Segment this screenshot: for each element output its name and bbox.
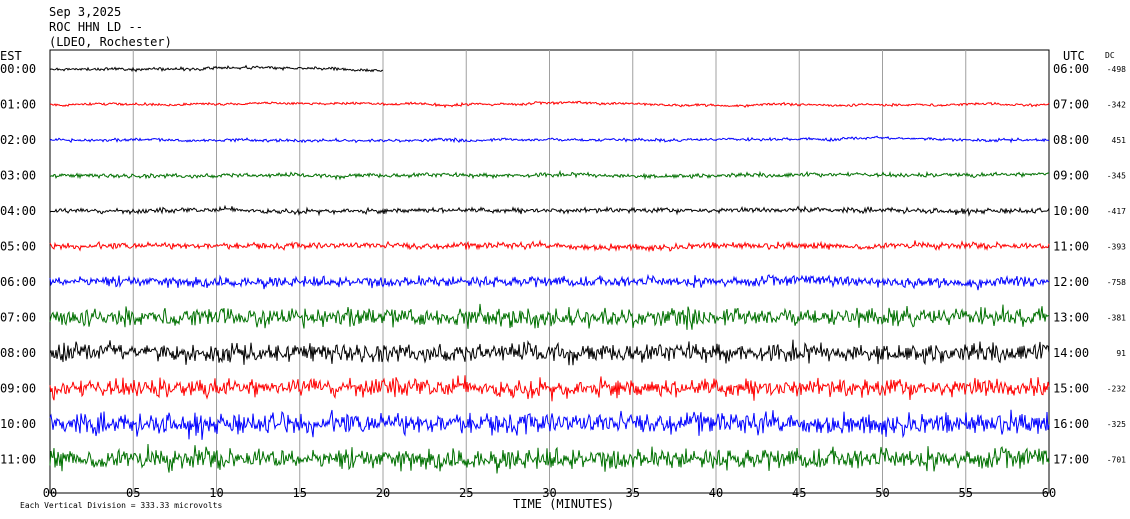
utc-hour-label: 07:00 [1053,98,1089,112]
est-hour-label: 01:00 [0,98,36,112]
dc-offset-label: -758 [1107,278,1126,287]
est-hour-label: 11:00 [0,453,36,467]
dc-offset-label: -345 [1107,172,1126,181]
trace-line-0400 [49,204,1050,217]
utc-hour-label: 13:00 [1053,311,1089,325]
est-hour-label: 06:00 [0,275,36,289]
est-hour-label: 03:00 [0,169,36,183]
header-station: ROC HHN LD -- [49,20,143,34]
utc-hour-label: 09:00 [1053,169,1089,183]
x-axis-label: TIME (MINUTES) [513,497,614,511]
trace-line-0600 [49,273,1050,291]
est-hour-label: 04:00 [0,204,36,218]
trace-line-1100 [49,443,1050,474]
x-tick-label: 15 [293,486,307,500]
utc-hour-label: 12:00 [1053,275,1089,289]
x-tick-label: 50 [875,486,889,500]
dc-offset-label: -342 [1107,101,1126,110]
row-labels: 00:00 06:00 -498 01:00 07:00 -342 02:00 08:00 45… [0,62,1126,467]
x-tick-label: 40 [709,486,723,500]
x-tick-label: 35 [626,486,640,500]
trace-line-0800 [49,339,1050,366]
left-timezone-label: EST [0,49,22,63]
x-tick-labels: 00 05 10 15 20 25 30 35 40 45 50 55 60 [43,486,1056,500]
est-hour-label: 02:00 [0,133,36,147]
trace-group [49,64,1050,474]
dc-offset-label: -417 [1107,207,1126,216]
utc-hour-label: 11:00 [1053,240,1089,254]
trace-line-0500 [49,239,1050,253]
trace-line-0100 [49,100,1050,109]
right-timezone-label: UTC [1063,49,1085,63]
trace-line-0700 [49,303,1050,330]
dc-offset-label: -701 [1107,456,1126,465]
x-tick-label: 55 [959,486,973,500]
x-tick-label: 05 [126,486,140,500]
est-hour-label: 05:00 [0,240,36,254]
utc-hour-label: 17:00 [1053,453,1089,467]
dc-offset-label: -232 [1107,385,1126,394]
x-tick-label: 30 [542,486,556,500]
dc-offset-label: -498 [1107,65,1126,74]
trace-line-0200 [49,135,1050,144]
dc-offset-label: -393 [1107,243,1126,252]
trace-line-0000 [49,64,384,73]
header-location: (LDEO, Rochester) [49,35,172,49]
est-hour-label: 08:00 [0,346,36,360]
scale-note: Each Vertical Division = 333.33 microvol… [20,501,222,510]
utc-hour-label: 16:00 [1053,417,1089,431]
utc-hour-label: 14:00 [1053,346,1089,360]
est-hour-label: 00:00 [0,62,36,76]
est-hour-label: 09:00 [0,382,36,396]
x-tick-label: 25 [459,486,473,500]
trace-line-1000 [49,409,1050,440]
dc-offset-label: -325 [1107,420,1126,429]
dc-offset-label: 91 [1116,349,1126,358]
utc-hour-label: 08:00 [1053,133,1089,147]
est-hour-label: 07:00 [0,311,36,325]
x-tick-label: 20 [376,486,390,500]
dc-header-label: DC [1105,51,1115,60]
utc-hour-label: 10:00 [1053,204,1089,218]
est-hour-label: 10:00 [0,417,36,431]
dc-offset-label: -381 [1107,314,1126,323]
trace-line-0300 [49,169,1050,181]
x-tick-label: 00 [43,486,57,500]
header-date: Sep 3,2025 [49,5,121,19]
trace-line-0900 [49,375,1050,402]
x-tick-label: 10 [209,486,223,500]
utc-hour-label: 06:00 [1053,62,1089,76]
utc-hour-label: 15:00 [1053,382,1089,396]
x-tick-label: 60 [1042,486,1056,500]
dc-offset-label: 451 [1112,136,1127,145]
x-tick-label: 45 [792,486,806,500]
